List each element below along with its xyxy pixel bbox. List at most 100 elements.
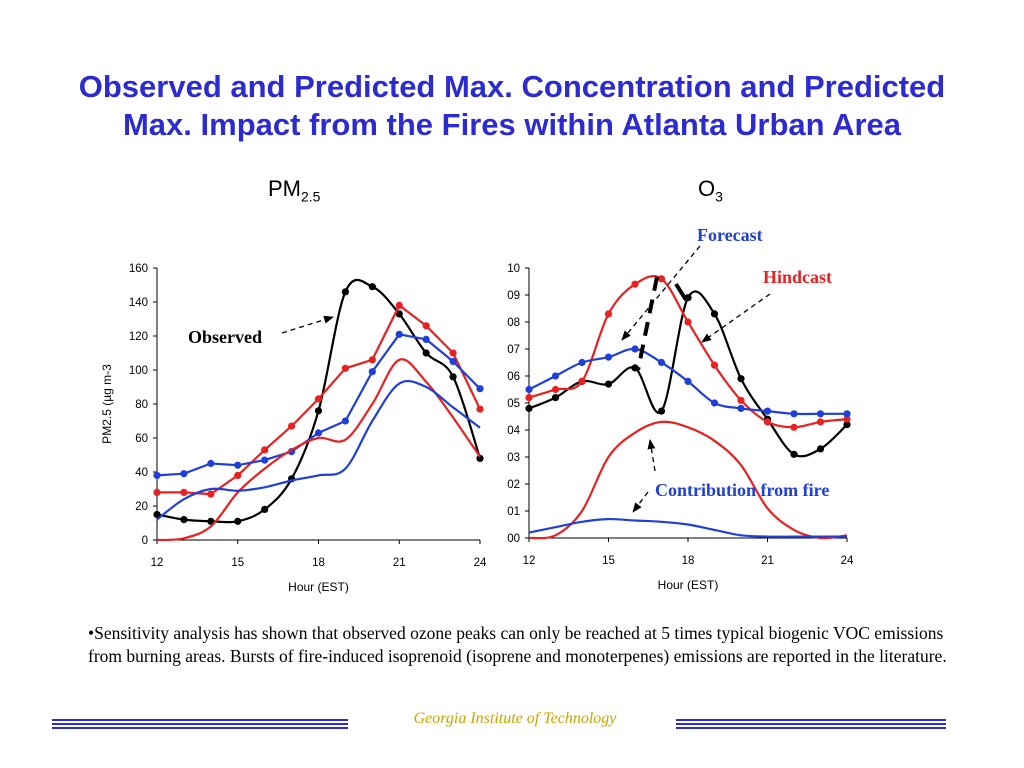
footer-rule-right	[676, 719, 946, 729]
peak-shift-marker	[636, 276, 659, 371]
o3-series-1-point	[710, 361, 719, 369]
o3-panel-label: O3	[698, 176, 723, 204]
pm25-series-2-point	[314, 429, 323, 437]
o3-series-0-point	[710, 310, 719, 318]
pm25-x-tick-label: 21	[393, 557, 406, 569]
o3-series-1-point	[816, 418, 825, 426]
pm25-series-0-point	[341, 288, 350, 296]
pm25-series-1-point	[368, 356, 376, 364]
slide-title-line1: Observed and Predicted Max. Concentratio…	[78, 69, 946, 104]
pm25-series-1-point	[476, 405, 484, 413]
pm25-chart: 0 20 40 60 80 100 120 140 160 12 15 18 21 24 Hour (EST…	[100, 263, 487, 594]
o3-y-tick-label: 08	[507, 317, 520, 329]
pm25-panel-label: PM2.5	[268, 176, 320, 204]
pm25-series-2-point	[449, 357, 457, 366]
o3-series-2-point	[816, 410, 825, 418]
pm25-series-0-point	[153, 510, 161, 519]
pm25-y-tick-label: 20	[135, 501, 148, 513]
forecast-arrow	[621, 245, 701, 341]
o3-y-tick-label: 05	[507, 398, 520, 410]
o3-y-tick-label: 07	[507, 344, 520, 356]
pm25-x-tick-label: 15	[231, 557, 244, 569]
o3-series-0-line	[528, 290, 848, 458]
o3-y-tick-label: 04	[507, 425, 520, 437]
pm25-x-tick-label: 18	[312, 557, 325, 569]
o3-x-axis-label: Hour (EST)	[658, 578, 719, 592]
pm25-y-axis-label: PM2.5 (µg m-3	[100, 364, 114, 444]
pm25-series-0-point	[395, 310, 403, 318]
pm25-series-2-point	[476, 385, 484, 393]
pm25-y-tick-label: 0	[142, 535, 148, 547]
o3-series-0-point	[843, 421, 851, 429]
o3-series-3-line	[528, 420, 848, 540]
pm25-series-0-point	[422, 349, 430, 357]
pm25-series-1-point	[207, 490, 215, 498]
pm25-series-1-point	[234, 471, 242, 479]
o3-series-2-point	[843, 410, 851, 418]
pm25-y-tick-label: 80	[135, 399, 148, 411]
o3-y-tick-label: 03	[507, 452, 520, 464]
o3-y-tick-label: 06	[507, 371, 520, 383]
o3-y-tick-label: 01	[507, 506, 520, 518]
pm25-y-tick-label: 120	[129, 331, 148, 343]
o3-y-tick-label: 09	[507, 290, 520, 302]
o3-series-1-point	[657, 275, 666, 283]
o3-chart: 00 01 02 03 04 05 06 07 08 09 10 12 15 18 21 24 Hour (ES…	[507, 263, 854, 592]
o3-series-0-point	[604, 380, 613, 388]
pm25-series-3-line	[156, 358, 481, 542]
pm25-series-2-point	[422, 335, 430, 343]
pm25-series-2-point	[234, 461, 242, 469]
hindcast-label: Hindcast	[763, 267, 832, 287]
pm25-series-0-point	[234, 517, 242, 525]
o3-series-1-point	[551, 385, 560, 394]
pm25-y-tick-label: 160	[129, 263, 148, 275]
o3-series-0-point	[525, 404, 533, 412]
o3-series-0-point	[551, 394, 560, 402]
pm25-series-0-point	[314, 407, 323, 415]
observed-arrow	[281, 315, 334, 334]
sensitivity-note: •Sensitivity analysis has shown that obs…	[88, 623, 947, 666]
o3-series-2-point	[684, 377, 692, 385]
o3-series-1-point	[578, 377, 586, 385]
footer-rule-left	[52, 719, 348, 729]
pm25-series-1-point	[395, 301, 403, 309]
o3-y-tick-label: 10	[507, 263, 520, 275]
footer-institution: Georgia Institute of Technology	[413, 710, 617, 727]
o3-series-1-point	[763, 418, 772, 426]
pm25-label-sub: 2.5	[301, 188, 321, 205]
o3-x-tick-label: 24	[841, 555, 854, 567]
o3-series-1-point	[790, 423, 798, 431]
pm25-series-1-point	[153, 488, 161, 496]
pm25-series-1-point	[180, 488, 188, 496]
pm25-series-2-point	[261, 456, 269, 464]
pm25-series-1-point	[449, 349, 457, 357]
pm25-series-0-point	[449, 373, 457, 381]
pm25-y-tick-label: 100	[129, 365, 148, 377]
pm25-series-1-point	[287, 422, 296, 430]
o3-series-2-point	[604, 353, 613, 361]
o3-series-2-point	[737, 404, 745, 412]
pm25-series-2-point	[368, 368, 376, 376]
pm25-series-2-point	[395, 330, 403, 338]
o3-label-sub: 3	[715, 188, 723, 205]
o3-series-0-point	[657, 407, 666, 415]
o3-series-1-point	[604, 310, 613, 318]
slide-title: Observed and Predicted Max. Concentratio…	[0, 68, 1024, 144]
fire-arrow-lower	[632, 491, 649, 513]
o3-y-tick-label: 02	[507, 479, 520, 491]
o3-x-tick-label: 21	[761, 555, 774, 567]
pm25-series-1-point	[261, 446, 269, 454]
pm25-series-2-point	[341, 417, 350, 425]
o3-series-2-point	[657, 358, 666, 367]
o3-x-tick-label: 12	[523, 555, 536, 567]
pm25-x-tick-label: 24	[474, 557, 487, 569]
pm25-series-2-point	[180, 470, 188, 478]
fire-arrow-upper	[647, 439, 656, 472]
o3-series-2-point	[578, 358, 586, 367]
hindcast-arrow	[701, 293, 771, 343]
pm25-y-tick-label: 60	[135, 433, 148, 445]
o3-series-0-point	[816, 445, 825, 453]
pm25-series-0-point	[207, 517, 215, 525]
o3-series-2-point	[631, 345, 639, 353]
